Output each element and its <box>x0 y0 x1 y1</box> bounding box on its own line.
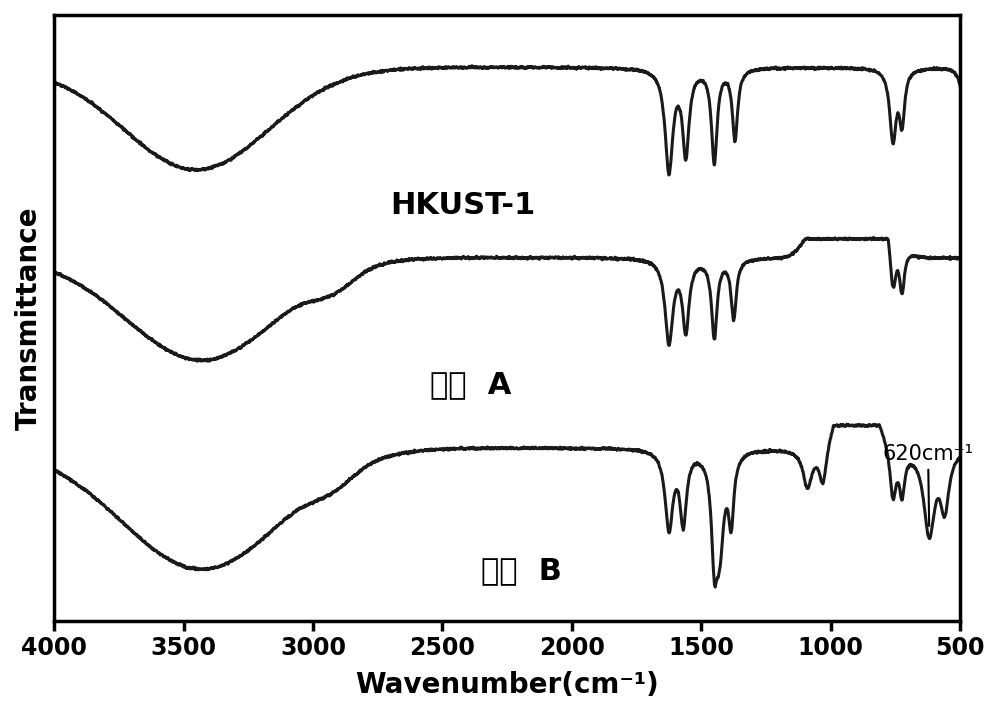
Text: 620cm⁻¹: 620cm⁻¹ <box>883 444 974 526</box>
Text: 样品  B: 样品 B <box>481 556 562 585</box>
Text: HKUST-1: HKUST-1 <box>391 191 536 220</box>
X-axis label: Wavenumber(cm⁻¹): Wavenumber(cm⁻¹) <box>355 671 659 699</box>
Text: 样品  A: 样品 A <box>430 370 511 399</box>
Y-axis label: Transmittance: Transmittance <box>15 206 43 430</box>
